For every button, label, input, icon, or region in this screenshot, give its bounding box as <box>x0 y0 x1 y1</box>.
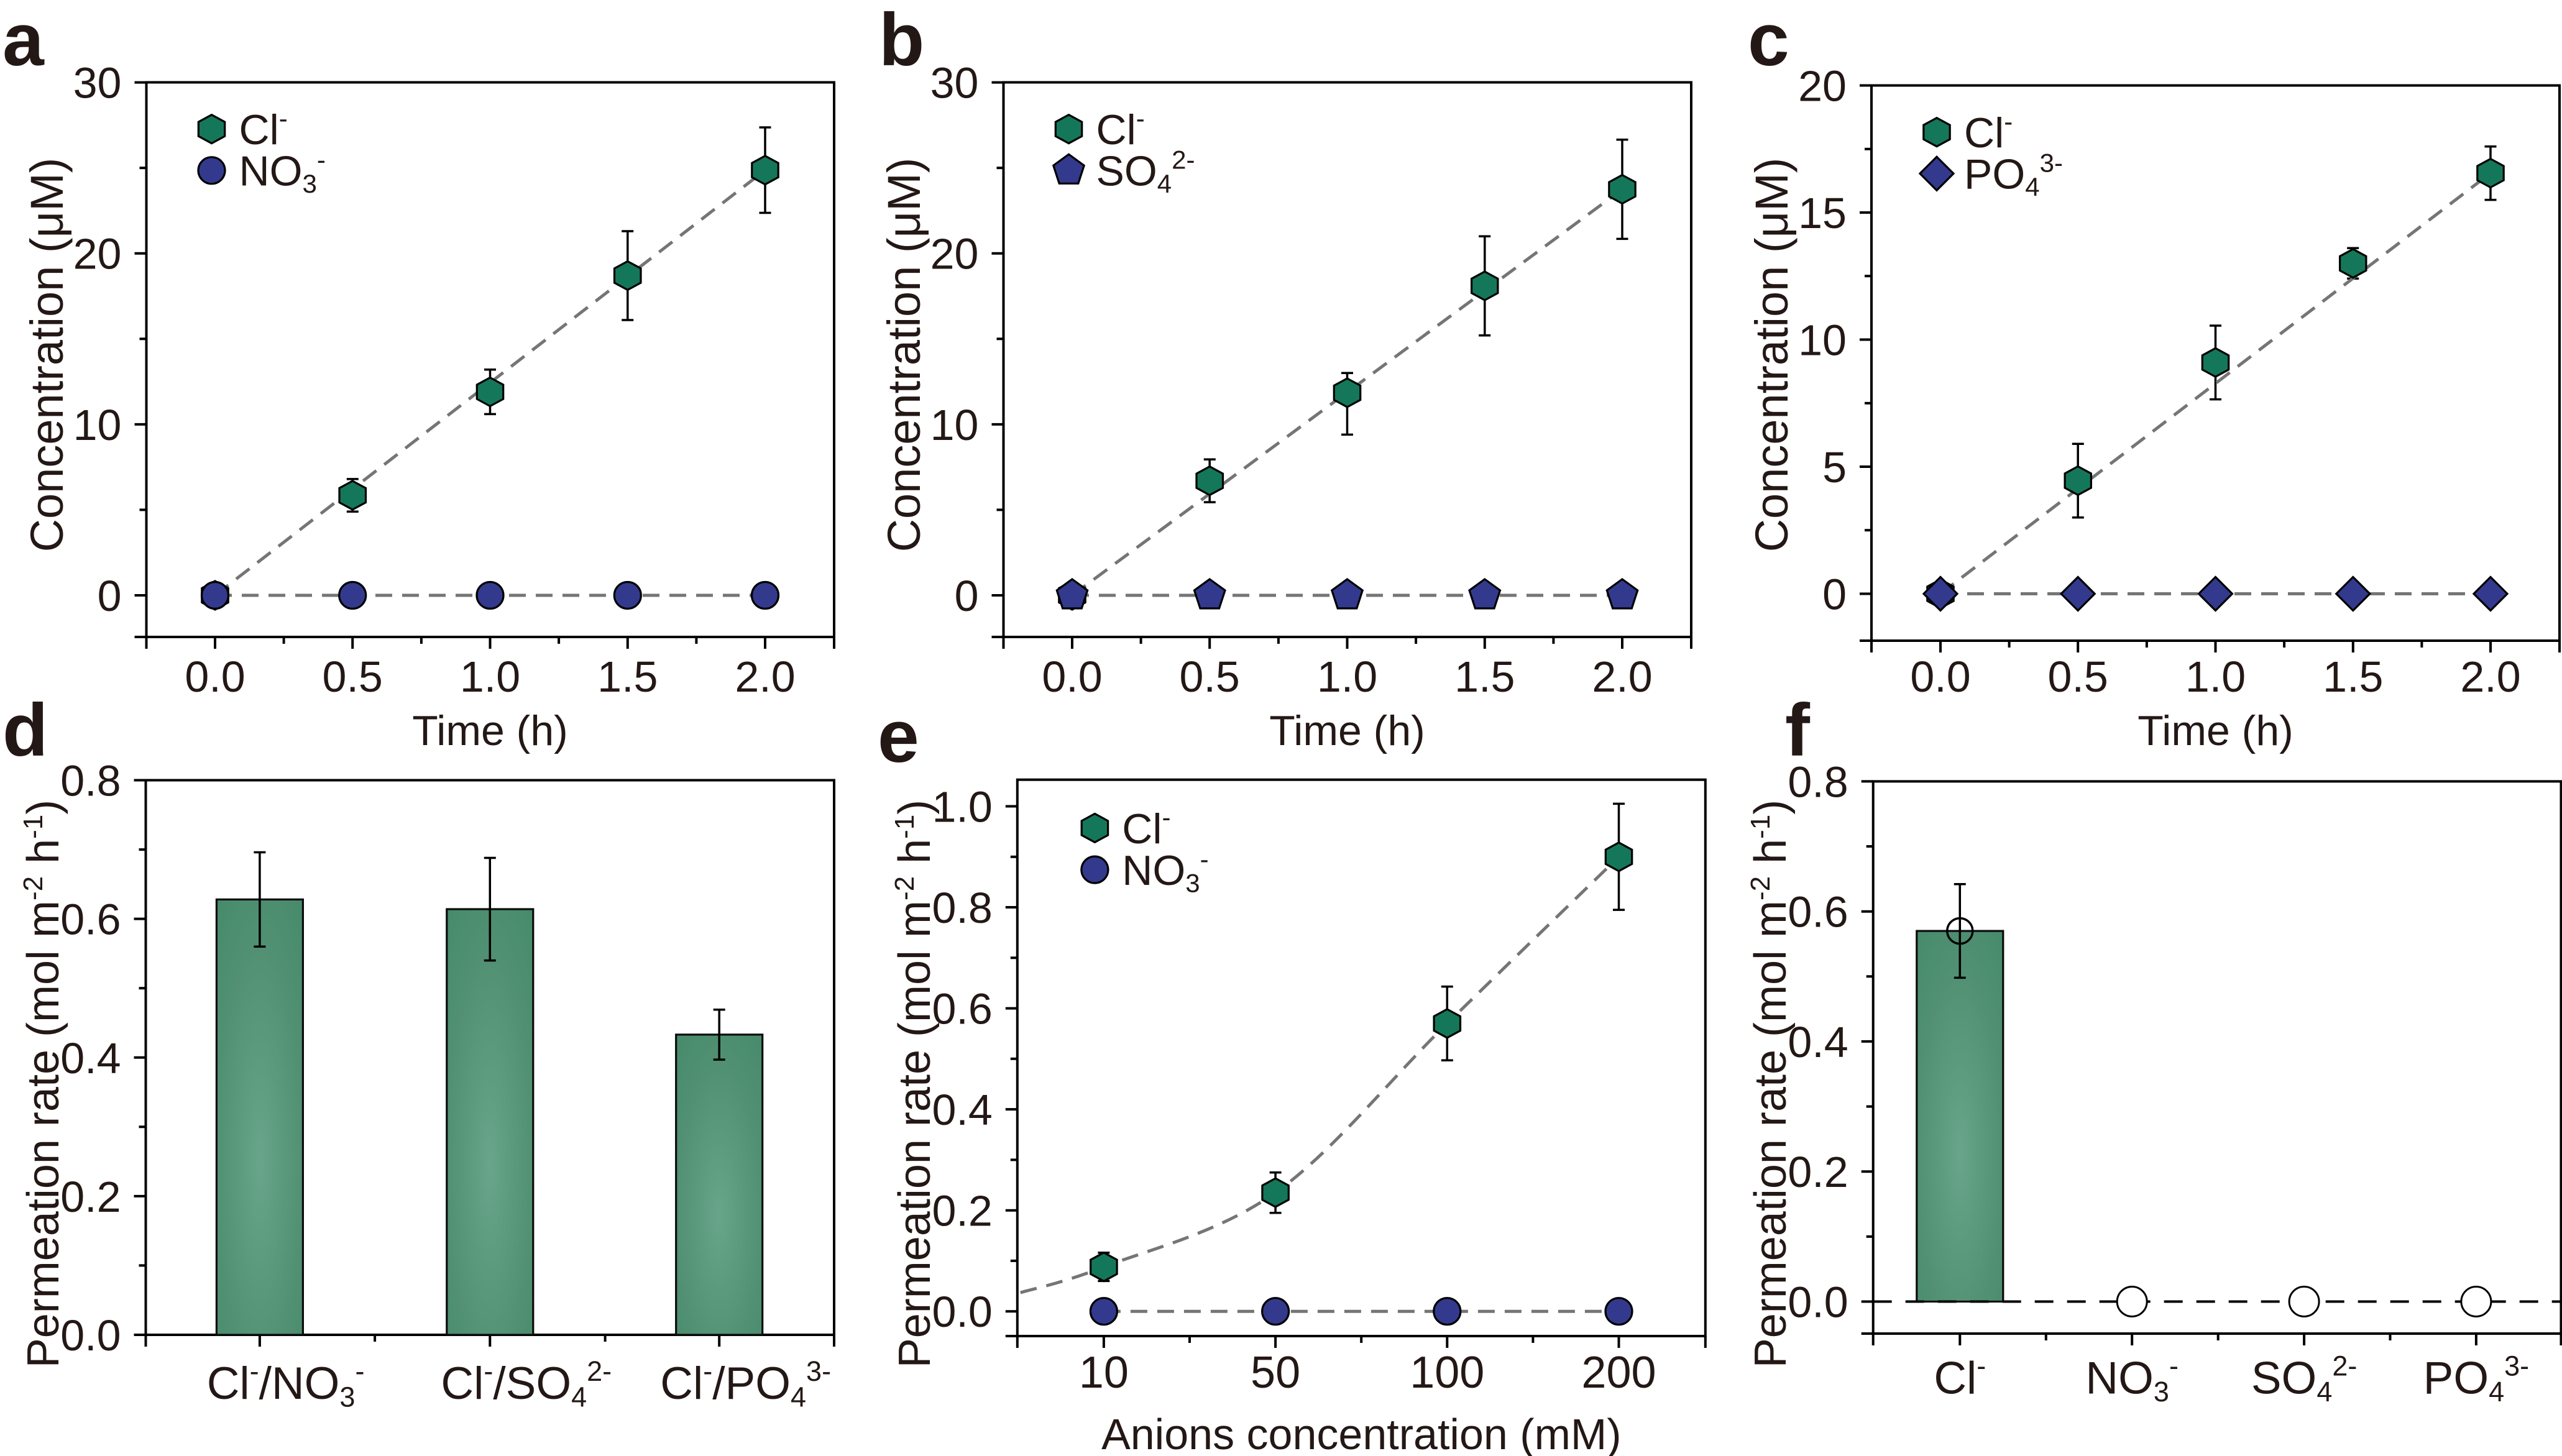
svg-text:1.0: 1.0 <box>1317 652 1377 701</box>
svg-text:1.5: 1.5 <box>597 652 658 701</box>
svg-text:Time (h): Time (h) <box>2137 707 2293 754</box>
svg-text:1.5: 1.5 <box>2323 652 2383 701</box>
svg-text:Cl-: Cl- <box>1122 803 1170 853</box>
svg-text:Concentration (μM): Concentration (μM) <box>1746 158 1798 552</box>
svg-text:0.5: 0.5 <box>1180 652 1240 701</box>
svg-text:b: b <box>879 0 924 81</box>
svg-text:0.4: 0.4 <box>932 1086 992 1134</box>
svg-text:0: 0 <box>98 572 122 620</box>
svg-text:Concentration (μM): Concentration (μM) <box>21 158 73 552</box>
svg-text:Time (h): Time (h) <box>412 707 568 754</box>
svg-text:PO43-: PO43- <box>2423 1350 2530 1408</box>
svg-text:Time (h): Time (h) <box>1269 707 1425 754</box>
svg-text:Cl-: Cl- <box>1096 104 1145 153</box>
svg-text:d: d <box>2 689 48 772</box>
svg-text:1.0: 1.0 <box>460 652 520 701</box>
svg-text:0.0: 0.0 <box>932 1288 992 1336</box>
svg-text:0.5: 0.5 <box>2048 652 2108 701</box>
svg-text:200: 200 <box>1581 1348 1656 1398</box>
svg-text:e: e <box>878 695 919 778</box>
svg-text:Cl-/SO42-: Cl-/SO42- <box>441 1355 612 1413</box>
svg-text:0.0: 0.0 <box>1910 652 1970 701</box>
svg-text:20: 20 <box>930 230 979 278</box>
svg-text:1.0: 1.0 <box>932 783 992 831</box>
svg-text:30: 30 <box>930 59 979 108</box>
svg-text:10: 10 <box>1079 1348 1129 1398</box>
svg-text:Anions concentration (mM): Anions concentration (mM) <box>1101 1410 1621 1456</box>
svg-text:Cl-: Cl- <box>239 104 288 153</box>
svg-text:0.5: 0.5 <box>323 652 383 701</box>
svg-text:0: 0 <box>955 572 979 620</box>
svg-text:1.5: 1.5 <box>1454 652 1515 701</box>
svg-text:0.0: 0.0 <box>1042 652 1102 701</box>
svg-text:100: 100 <box>1410 1348 1484 1398</box>
svg-text:10: 10 <box>73 401 122 449</box>
svg-text:15: 15 <box>1798 189 1847 237</box>
svg-text:0.2: 0.2 <box>1788 1148 1848 1196</box>
svg-text:20: 20 <box>1798 62 1847 111</box>
svg-text:0.8: 0.8 <box>1788 758 1848 806</box>
svg-text:50: 50 <box>1251 1348 1300 1398</box>
svg-text:1.0: 1.0 <box>2185 652 2246 701</box>
svg-text:0.6: 0.6 <box>60 895 121 944</box>
svg-text:0.0: 0.0 <box>185 652 245 701</box>
svg-text:2.0: 2.0 <box>735 652 795 701</box>
svg-text:Cl-: Cl- <box>1964 107 2013 157</box>
svg-text:SO42-: SO42- <box>1096 145 1195 198</box>
svg-text:0.0: 0.0 <box>1788 1278 1848 1327</box>
svg-text:Cl-/NO3-: Cl-/NO3- <box>207 1355 365 1413</box>
svg-text:0.8: 0.8 <box>932 884 992 932</box>
svg-text:5: 5 <box>1822 443 1847 492</box>
svg-text:0.2: 0.2 <box>60 1173 121 1221</box>
svg-text:2.0: 2.0 <box>1592 652 1652 701</box>
svg-text:10: 10 <box>1798 316 1847 365</box>
svg-text:Concentration (μM): Concentration (μM) <box>878 158 930 552</box>
svg-text:30: 30 <box>73 59 122 108</box>
svg-text:2.0: 2.0 <box>2460 652 2520 701</box>
svg-text:10: 10 <box>930 401 979 449</box>
svg-text:Cl-/PO43-: Cl-/PO43- <box>660 1355 831 1413</box>
svg-text:0.6: 0.6 <box>1788 888 1848 936</box>
svg-text:0.8: 0.8 <box>60 757 121 805</box>
svg-text:SO42-: SO42- <box>2251 1350 2358 1408</box>
svg-text:a: a <box>2 0 45 81</box>
svg-text:f: f <box>1785 689 1811 772</box>
svg-text:NO3-: NO3- <box>1122 845 1208 898</box>
svg-text:0: 0 <box>1822 570 1847 619</box>
svg-text:0.4: 0.4 <box>1788 1018 1848 1066</box>
svg-text:NO3-: NO3- <box>2085 1350 2179 1408</box>
svg-text:c: c <box>1748 0 1789 81</box>
svg-text:PO43-: PO43- <box>1964 148 2063 201</box>
svg-text:20: 20 <box>73 230 122 278</box>
svg-text:0.6: 0.6 <box>932 985 992 1033</box>
svg-text:0.0: 0.0 <box>60 1311 121 1360</box>
svg-text:0.2: 0.2 <box>932 1187 992 1235</box>
svg-text:Cl-: Cl- <box>1934 1350 1986 1403</box>
svg-text:NO3-: NO3- <box>239 145 326 198</box>
svg-text:0.4: 0.4 <box>60 1034 121 1083</box>
